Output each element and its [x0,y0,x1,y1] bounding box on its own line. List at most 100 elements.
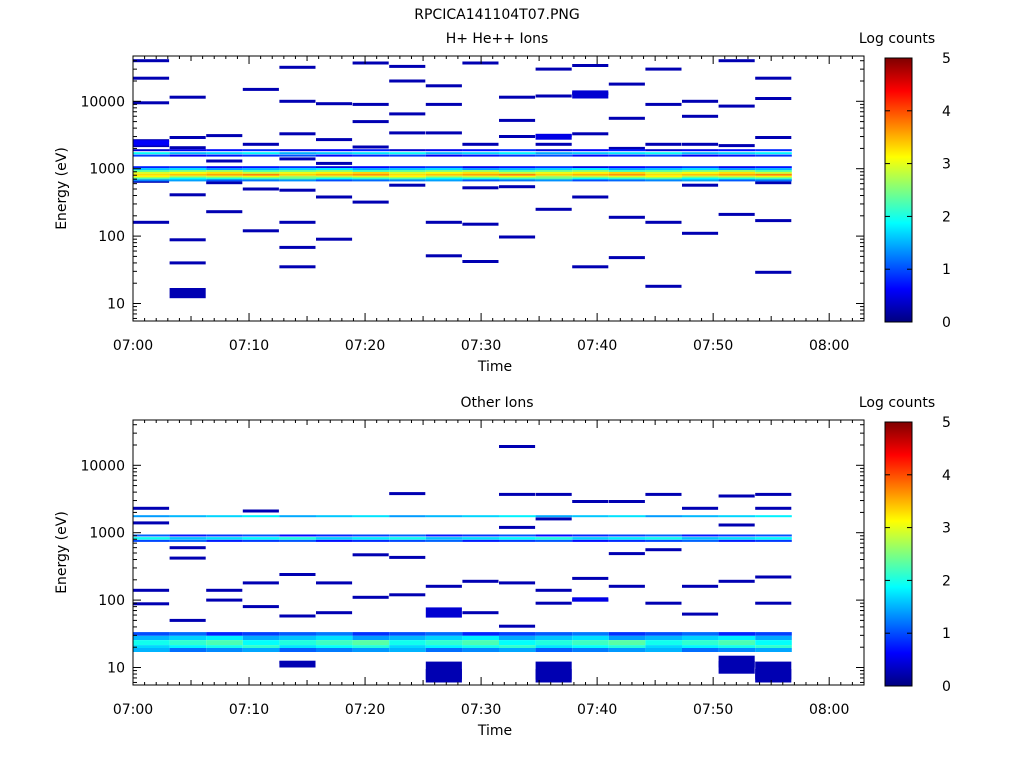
data-cell [352,102,389,106]
data-cell [755,492,792,496]
data-cell [572,177,609,180]
data-cell [682,177,719,180]
data-cell [169,546,206,550]
data-cell [279,175,316,178]
data-cell [389,177,426,180]
data-cell [352,539,390,542]
colorbar-tick-label: 5 [942,51,951,67]
data-cell [462,645,499,648]
data-cell [718,171,756,174]
data-cell [352,537,390,540]
data-cell [718,640,756,646]
data-cell [352,177,390,180]
data-cell [572,166,609,169]
data-cell [499,539,536,542]
data-cell [645,632,682,636]
data-cell [645,170,682,172]
data-cell [425,537,463,540]
data-cell [279,645,316,648]
data-cell [242,154,280,157]
data-cell [499,168,536,171]
data-cell [682,635,719,641]
data-cell [682,154,719,157]
data-cell [682,231,719,235]
data-cell [425,645,463,648]
data-cell [499,170,536,172]
data-cell [242,171,280,174]
data-cell [682,175,719,178]
data-cell [718,661,755,668]
data-cell [718,494,755,498]
data-cell [572,597,609,602]
data-cell [535,645,573,648]
data-cell [682,168,719,171]
data-cell [389,645,426,648]
data-cell [608,215,645,219]
data-cell [133,140,170,146]
y-tick-label: 100 [98,229,125,245]
data-cell [499,149,536,152]
data-cell [206,134,243,138]
data-cell [535,152,573,155]
y-axis: 10 100 1000 10000 Energy (eV) [54,60,864,319]
data-cell [279,170,316,172]
data-cell [316,152,353,155]
data-cell [279,149,316,152]
data-cell [718,149,756,152]
data-cell [206,149,243,152]
data-cell [389,154,426,157]
data-cell [242,177,280,180]
data-cell [682,170,719,172]
data-cell [169,146,206,150]
data-cell [279,152,316,155]
data-cell [572,265,609,269]
data-cell [389,149,426,152]
data-cell [133,59,170,63]
data-cell [535,175,573,178]
data-cell [535,171,573,174]
data-cell [572,168,609,171]
data-cell [206,534,243,537]
data-cell [279,171,316,174]
data-cell [462,260,499,263]
data-cell [352,173,390,176]
data-cell [645,645,682,648]
data-cell [499,235,536,239]
data-cell [572,645,609,648]
data-cell [462,177,499,180]
data-cell [499,581,536,585]
data-cell [206,170,243,172]
data-cell [279,173,316,176]
data-cell [389,539,426,542]
data-cell [535,154,573,157]
data-cell [645,171,682,174]
data-cell [206,159,243,163]
data-cell [755,170,792,172]
data-cell [242,534,280,537]
data-cell [755,177,792,180]
data-cell [755,632,792,636]
data-cell [242,605,279,609]
data-cell [682,534,719,537]
data-cell [682,179,719,182]
x-tick-label: 08:00 [809,702,849,718]
data-cell [462,539,499,542]
data-cell [718,539,756,542]
data-cell [425,534,463,537]
data-cell [133,645,170,648]
data-cell [133,101,170,105]
y-tick-label: 10 [107,661,125,677]
data-cell [242,537,280,540]
colorbar-gradient [884,421,913,687]
data-cell [682,99,719,103]
data-cell [279,154,316,157]
data-cell [316,648,353,652]
data-cell [572,534,609,537]
data-cell [535,142,572,146]
data-cell [499,632,536,636]
data-cell [425,84,462,88]
data-cell [425,584,462,588]
x-tick-label: 07:40 [577,338,617,354]
data-cell [425,173,463,176]
data-cell [462,170,499,172]
